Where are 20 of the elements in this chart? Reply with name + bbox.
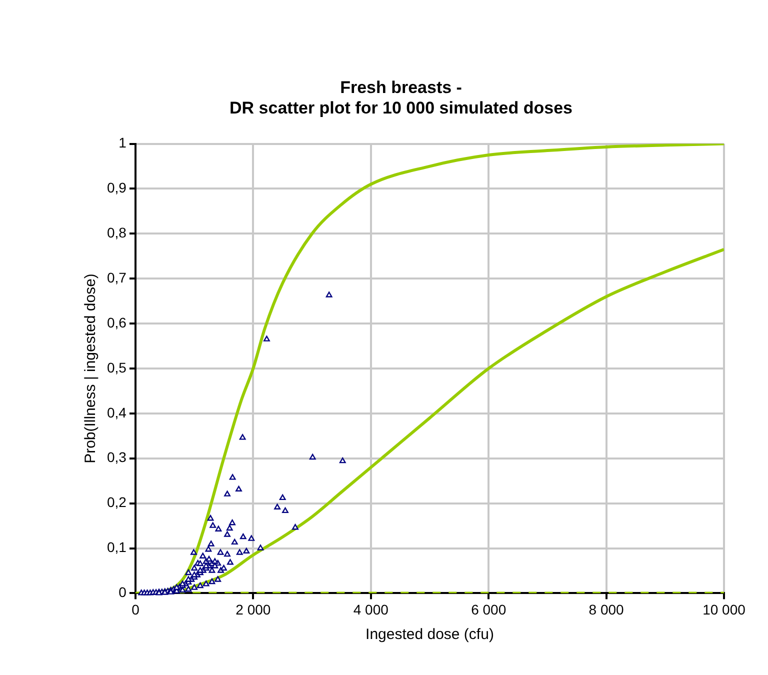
y-tick-label: 0,6 bbox=[106, 314, 127, 330]
y-tick-label: 0,4 bbox=[106, 404, 127, 420]
y-tick-label: 0,3 bbox=[106, 449, 127, 466]
x-tick-label: 4 000 bbox=[353, 601, 389, 618]
y-axis-title: Prob(Illness | ingested dose) bbox=[82, 274, 100, 464]
y-tick-label: 1 bbox=[118, 134, 127, 151]
y-tick-label: 0,1 bbox=[106, 539, 127, 556]
x-tick-label: 6 000 bbox=[471, 601, 506, 618]
y-tick-label: 0 bbox=[118, 584, 127, 600]
x-axis-title: Ingested dose (cfu) bbox=[366, 626, 494, 644]
y-tick-label: 0,9 bbox=[106, 180, 127, 196]
y-tick-label: 0,7 bbox=[106, 269, 127, 286]
x-tick-label: 8 000 bbox=[588, 601, 624, 618]
x-tick-label: 2 000 bbox=[236, 601, 271, 618]
y-tick-label: 0,5 bbox=[106, 359, 127, 376]
y-tick-label: 0,8 bbox=[106, 224, 127, 241]
x-tick-label: 0 bbox=[132, 601, 140, 618]
y-tick-label: 0,2 bbox=[106, 494, 127, 510]
x-tick-label: 10 000 bbox=[702, 601, 746, 618]
chart-title: Fresh breasts - DR scatter plot for 10 000 simulated doses bbox=[230, 78, 572, 118]
